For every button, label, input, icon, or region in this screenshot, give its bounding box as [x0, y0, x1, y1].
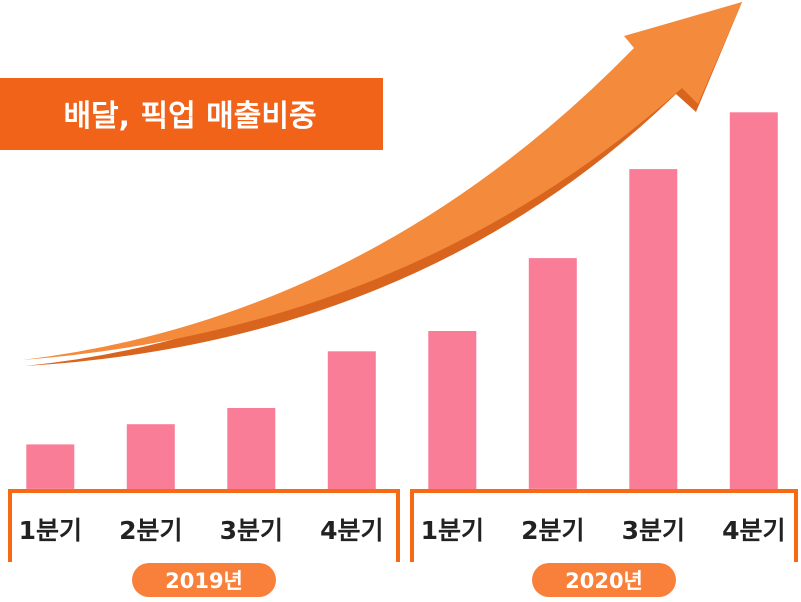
- bar-series: [26, 112, 778, 489]
- chart-title-box: 배달, 픽업 매출비중: [0, 78, 383, 150]
- x-tick-label: 1분기: [421, 516, 484, 545]
- bar-7: [629, 169, 677, 489]
- bar-8: [730, 112, 778, 489]
- bar-1: [26, 444, 74, 489]
- x-tick-label: 1분기: [19, 516, 82, 545]
- bar-2: [127, 424, 175, 489]
- year-label: 2020년: [565, 569, 643, 593]
- x-tick-labels: 1분기 2분기 3분기 4분기 1분기 2분기 3분기 4분기: [19, 516, 786, 545]
- x-tick-label: 4분기: [320, 516, 383, 545]
- bar-5: [428, 331, 476, 489]
- x-tick-label: 2분기: [521, 516, 584, 545]
- x-tick-label: 2분기: [119, 516, 182, 545]
- chart-title: 배달, 픽업 매출비중: [63, 99, 316, 134]
- year-label: 2019년: [165, 569, 243, 593]
- x-tick-label: 4분기: [722, 516, 785, 545]
- bar-4: [328, 351, 376, 489]
- year-labels: 2019년 2020년: [132, 563, 676, 597]
- x-tick-label: 3분기: [622, 516, 685, 545]
- x-tick-label: 3분기: [220, 516, 283, 545]
- bar-6: [529, 258, 577, 489]
- bar-3: [227, 408, 275, 489]
